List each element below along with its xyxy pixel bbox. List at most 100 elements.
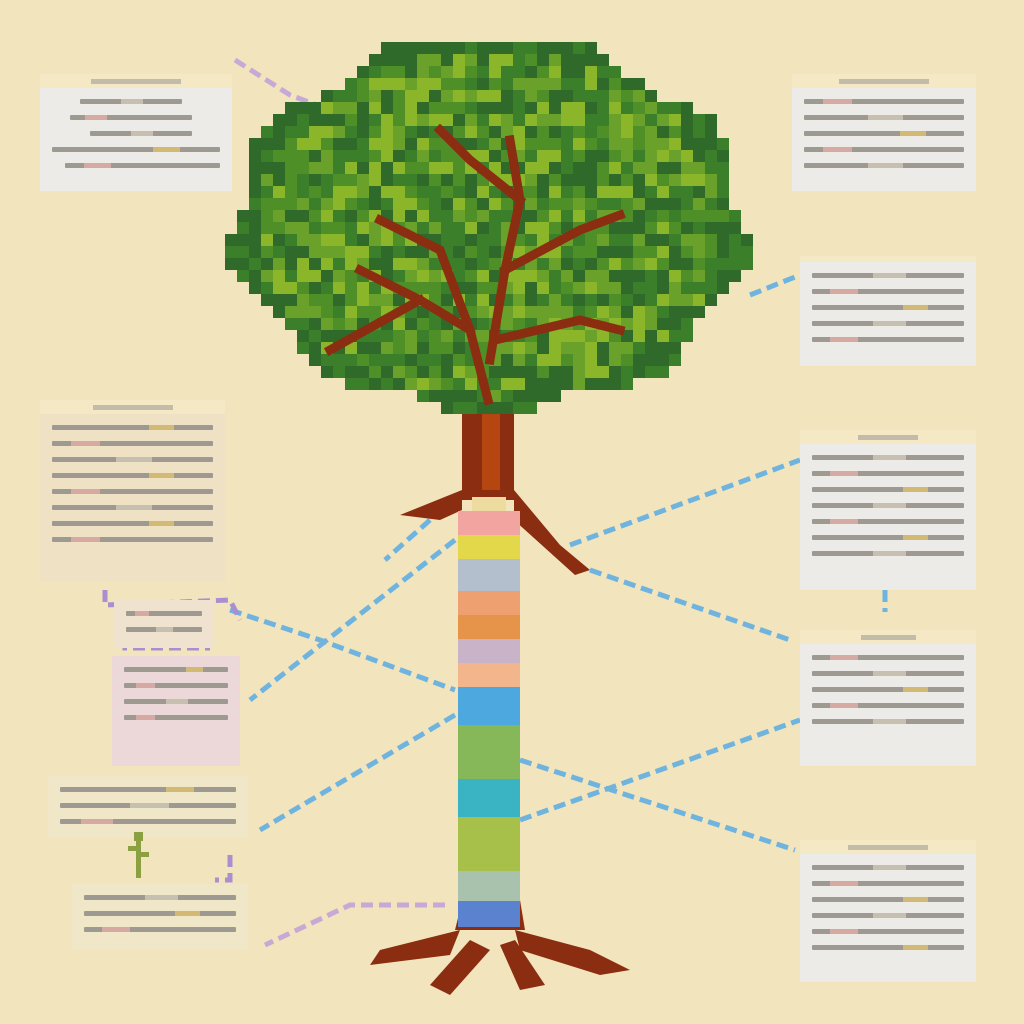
text-line [52, 505, 213, 510]
trunk-layer [458, 663, 520, 687]
leaf-pixel [525, 294, 537, 306]
leaf-pixel [357, 378, 369, 390]
leaf-pixel [525, 138, 537, 150]
leaf-pixel [561, 114, 573, 126]
leaf-pixel [669, 330, 681, 342]
leaf-pixel [249, 174, 261, 186]
leaf-pixel [333, 234, 345, 246]
leaf-pixel [657, 270, 669, 282]
note-panel-bottom-right [800, 840, 976, 982]
leaf-pixel [561, 282, 573, 294]
trunk-layer [472, 497, 506, 511]
leaf-pixel [381, 198, 393, 210]
leaf-pixel [321, 234, 333, 246]
leaf-pixel [285, 258, 297, 270]
text-line [84, 927, 236, 932]
leaf-pixel [609, 246, 621, 258]
leaf-pixel [669, 222, 681, 234]
leaf-pixel [321, 186, 333, 198]
leaf-pixel [549, 78, 561, 90]
leaf-pixel [609, 66, 621, 78]
leaf-pixel [417, 270, 429, 282]
leaf-pixel [681, 258, 693, 270]
leaf-pixel [573, 270, 585, 282]
leaf-pixel [561, 294, 573, 306]
leaf-pixel [633, 102, 645, 114]
leaf-pixel [357, 150, 369, 162]
leaf-pixel [597, 126, 609, 138]
text-line [812, 305, 964, 310]
leaf-pixel [369, 354, 381, 366]
leaf-pixel [309, 306, 321, 318]
leaf-pixel [309, 258, 321, 270]
leaf-pixel [561, 366, 573, 378]
leaf-pixel [657, 162, 669, 174]
leaf-pixel [249, 198, 261, 210]
leaf-pixel [489, 222, 501, 234]
branch [484, 134, 525, 366]
leaf-pixel [549, 42, 561, 54]
leaf-pixel [405, 90, 417, 102]
leaf-pixel [513, 114, 525, 126]
leaf-pixel [585, 282, 597, 294]
leaf-pixel [393, 234, 405, 246]
leaf-pixel [525, 114, 537, 126]
leaf-pixel [561, 258, 573, 270]
leaf-pixel [513, 138, 525, 150]
leaf-pixel [465, 186, 477, 198]
leaf-pixel [477, 54, 489, 66]
leaf-pixel [501, 102, 513, 114]
connector-line [229, 607, 456, 693]
leaf-pixel [513, 246, 525, 258]
leaf-pixel [585, 258, 597, 270]
leaf-pixel [573, 162, 585, 174]
leaf-pixel [513, 102, 525, 114]
leaf-pixel [561, 330, 573, 342]
leaf-pixel [297, 174, 309, 186]
leaf-pixel [273, 234, 285, 246]
leaf-pixel [489, 246, 501, 258]
leaf-pixel [585, 306, 597, 318]
leaf-pixel [621, 282, 633, 294]
leaf-pixel [549, 270, 561, 282]
connector-line [383, 518, 432, 562]
leaf-pixel [309, 114, 321, 126]
leaf-pixel [333, 174, 345, 186]
leaf-pixel [669, 246, 681, 258]
leaf-pixel [573, 210, 585, 222]
leaf-pixel [477, 306, 489, 318]
leaf-pixel [261, 126, 273, 138]
leaf-pixel [597, 354, 609, 366]
leaf-pixel [489, 198, 501, 210]
connector-line [589, 567, 791, 643]
leaf-pixel [513, 294, 525, 306]
leaf-pixel [333, 318, 345, 330]
leaf-pixel [657, 246, 669, 258]
leaf-pixel [453, 354, 465, 366]
text-line [804, 163, 964, 168]
leaf-pixel [717, 198, 729, 210]
text-line [812, 865, 964, 870]
leaf-pixel [345, 366, 357, 378]
trunk-layer [458, 615, 520, 639]
leaf-pixel [429, 162, 441, 174]
leaf-pixel [537, 234, 549, 246]
leaf-pixel [633, 198, 645, 210]
leaf-pixel [657, 318, 669, 330]
leaf-pixel [549, 330, 561, 342]
leaf-pixel [417, 114, 429, 126]
leaf-pixel [429, 366, 441, 378]
leaf-pixel [573, 246, 585, 258]
leaf-pixel [417, 354, 429, 366]
leaf-pixel [645, 306, 657, 318]
leaf-pixel [513, 354, 525, 366]
leaf-pixel [525, 126, 537, 138]
leaf-pixel [297, 102, 309, 114]
leaf-pixel [621, 90, 633, 102]
text-line [812, 881, 964, 886]
leaf-pixel [705, 294, 717, 306]
connector-lines [102, 57, 888, 948]
leaf-pixel [309, 138, 321, 150]
leaf-pixel [381, 78, 393, 90]
leaf-pixel [261, 210, 273, 222]
